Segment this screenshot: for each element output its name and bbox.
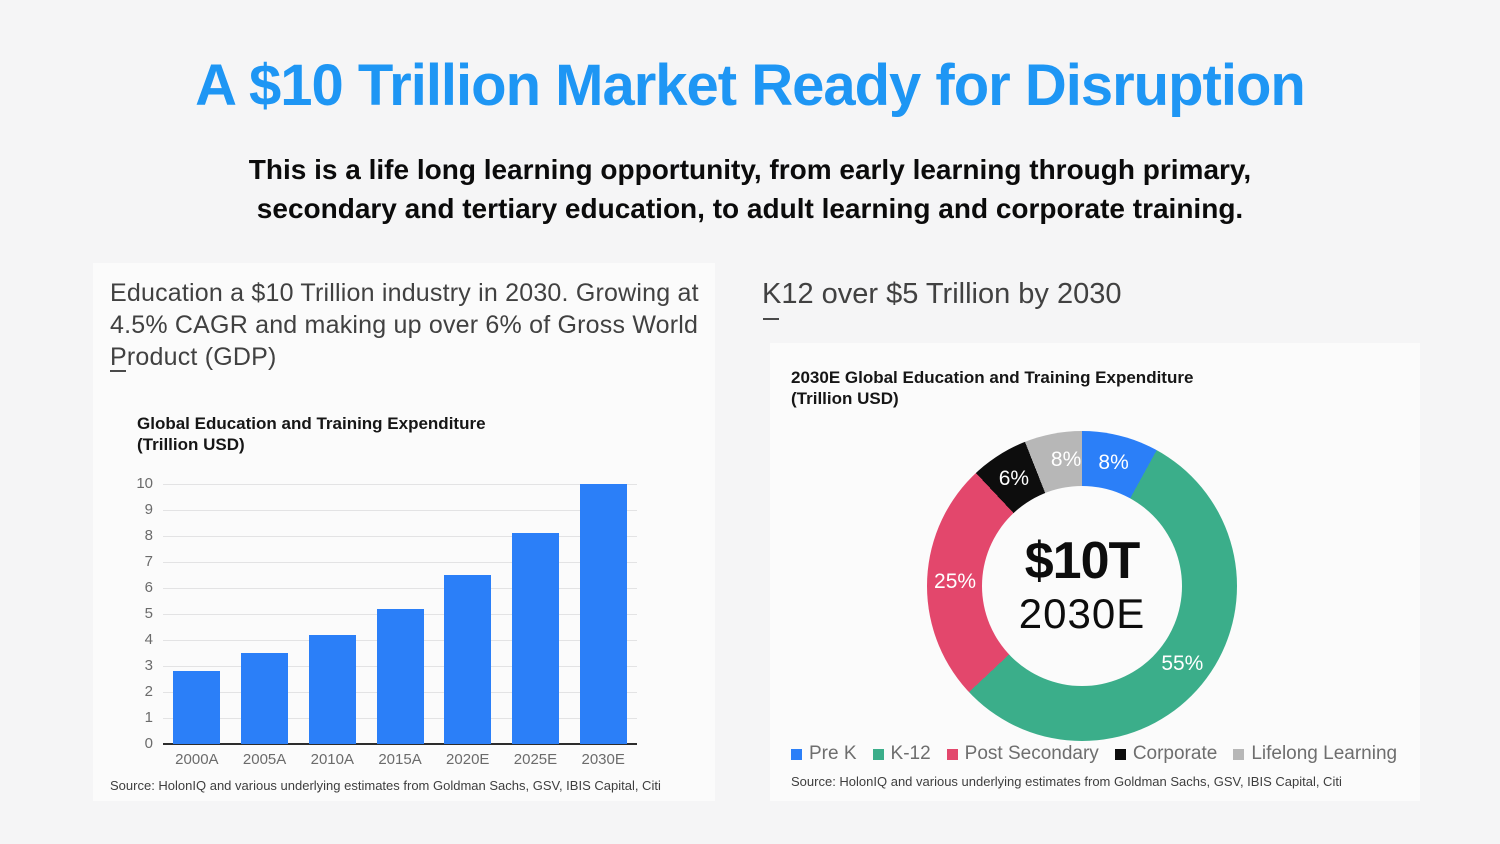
bar-cell [231, 484, 299, 744]
heading-underline-dash [763, 318, 779, 320]
bar-chart-y-tick: 1 [144, 709, 153, 726]
legend-label: Pre K [809, 743, 857, 764]
bar-cell [569, 484, 637, 744]
donut-center-year: 2030E [1018, 590, 1146, 637]
bar-chart-x-tick: 2015A [378, 751, 422, 768]
left-panel-heading: Education a $10 Trillion industry in 203… [110, 279, 699, 371]
slice-label-k-12: 55% [1161, 651, 1204, 675]
donut-legend: Pre K K-12 Post Secondary Corporate Lifelong… [791, 743, 1397, 765]
bar-chart-y-tick: 5 [144, 605, 153, 622]
bar-2005A [241, 653, 289, 744]
bar-chart-x-tick: 2025E [513, 751, 558, 768]
legend-label: Lifelong Learning [1251, 743, 1398, 764]
bar-chart-x-tick: 2020E [446, 751, 490, 768]
left-panel-card: Education a $10 Trillion industry in 203… [93, 263, 715, 801]
heading-underline-dash [110, 370, 126, 372]
bar-chart-gridline [163, 484, 637, 485]
slide-subtitle: This is a life long learning opportunity… [0, 150, 1500, 228]
bar-cell [502, 484, 570, 744]
bar-2000A [173, 671, 221, 744]
bar-2025E [511, 533, 559, 744]
right-source-note: Source: HolonIQ and various underlying e… [791, 774, 1342, 789]
bar-chart-y-tick: 8 [144, 527, 153, 544]
donut-center: $10T 2030E [982, 486, 1182, 686]
donut-chart-title-line2: (Trillion USD) [791, 389, 899, 408]
bar-chart-x-tick: 2005A [242, 751, 287, 768]
bar-chart-y-tick: 0 [144, 735, 153, 752]
slide-subtitle-line1: This is a life long learning opportunity… [248, 154, 1252, 185]
bar-2010A [308, 634, 356, 744]
bar-cell [366, 484, 434, 744]
legend-marker-icon [791, 748, 802, 760]
slice-label-lifelong-learning: 8% [1050, 448, 1082, 471]
slide-title: A $10 Trillion Market Ready for Disrupti… [195, 53, 1306, 118]
bar-chart-y-tick: 2 [144, 683, 153, 700]
bar-cell [434, 484, 502, 744]
left-source-note: Source: HolonIQ and various underlying e… [110, 778, 661, 793]
bar-chart-title: Global Education and Training Expenditur… [137, 413, 486, 455]
bar-chart-bars [163, 484, 637, 744]
bar-chart-gridline [163, 588, 637, 589]
legend-label: Corporate [1132, 743, 1218, 764]
bar-chart-gridline [163, 536, 637, 537]
legend-item-lifelong-learning: Lifelong Learning [1233, 743, 1397, 765]
donut-center-value: $10T [1024, 532, 1141, 590]
legend-label: K-12 [890, 743, 931, 764]
bar-chart-y-tick: 6 [144, 579, 153, 596]
legend-marker-icon [872, 748, 884, 760]
slice-label-post-secondary: 25% [934, 570, 977, 593]
bar-chart-x-tick: 2010A [310, 751, 354, 768]
donut-chart: $10T 2030E 8% 55% 25% 6% 8% [927, 431, 1237, 741]
bar-chart-y-tick: 4 [144, 631, 153, 648]
legend-item-corporate: Corporate [1114, 743, 1218, 765]
bar-chart-y-tick: 10 [136, 475, 153, 492]
bar-chart-title-line1: Global Education and Training Expenditur… [137, 414, 486, 433]
bar-chart-x-axis-labels: 2000A 2005A 2010A 2015A 2020E 2025E 2030E [163, 751, 637, 768]
bar-chart-y-tick: 9 [144, 501, 153, 518]
slice-label-corporate: 6% [998, 466, 1030, 490]
bar-2020E [444, 575, 492, 744]
bar-chart-gridline [163, 562, 637, 563]
bar-chart-x-tick: 2000A [175, 751, 219, 768]
slide-subtitle-line2: secondary and tertiary education, to adu… [256, 193, 1244, 224]
bar-chart-gridline [163, 510, 637, 511]
bar-cell [163, 484, 231, 744]
donut-chart-title: 2030E Global Education and Training Expe… [791, 367, 1193, 409]
right-panel-heading: K12 over $5 Trillion by 2030 [762, 278, 1122, 310]
bar-chart-x-tick: 2030E [581, 751, 625, 768]
legend-marker-icon [946, 748, 958, 760]
bar-chart-plot [163, 484, 637, 745]
bar-2030E [579, 484, 627, 744]
legend-label: Post Secondary [964, 743, 1099, 764]
legend-item-pre-k: Pre K [791, 743, 857, 765]
legend-item-post-secondary: Post Secondary [946, 743, 1099, 765]
bar-cell [298, 484, 366, 744]
bar-chart-baseline [163, 743, 637, 745]
right-panel-card: 2030E Global Education and Training Expe… [770, 343, 1420, 801]
bar-2015A [376, 608, 424, 744]
bar-chart-y-tick: 7 [144, 553, 153, 570]
legend-marker-icon [1233, 748, 1245, 760]
slice-label-pre-k: 8% [1098, 450, 1129, 474]
bar-chart-y-tick: 3 [144, 657, 153, 674]
bar-chart-title-line2: (Trillion USD) [137, 435, 245, 454]
bar-chart-y-axis-labels: 0 1 2 3 4 5 6 7 8 9 10 [107, 475, 153, 752]
donut-chart-title-line1: 2030E Global Education and Training Expe… [791, 368, 1194, 387]
legend-marker-icon [1114, 748, 1126, 760]
legend-item-k-12: K-12 [872, 743, 931, 765]
